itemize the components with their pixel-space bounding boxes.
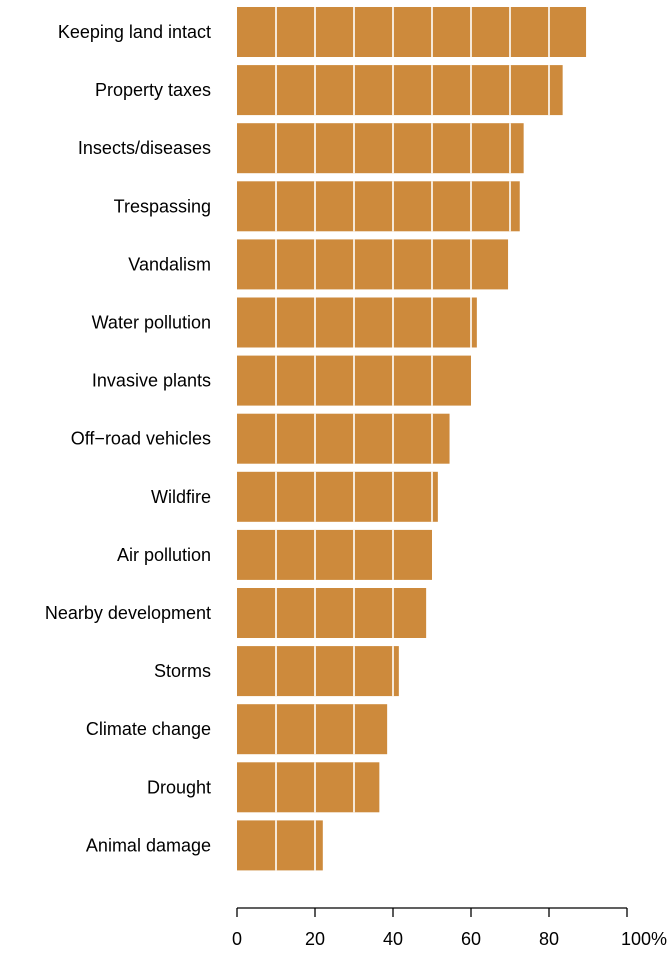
x-tick-label: 20 <box>305 929 325 949</box>
bars-group <box>237 7 587 871</box>
category-label: Nearby development <box>45 603 211 623</box>
x-tick-label: 80 <box>539 929 559 949</box>
x-tick-label: 100% <box>621 929 667 949</box>
bar-0 <box>237 7 587 57</box>
bar-11 <box>237 646 399 697</box>
category-label: Water pollution <box>92 313 211 333</box>
category-label: Insects/diseases <box>78 138 211 158</box>
gridlines-group <box>275 7 550 871</box>
category-label: Animal damage <box>86 835 211 855</box>
bar-9 <box>237 529 432 580</box>
category-label: Trespassing <box>114 196 211 216</box>
category-label: Off−road vehicles <box>71 429 211 449</box>
category-labels-group: Keeping land intact Property taxes Insects… <box>45 22 211 855</box>
bar-10 <box>237 588 427 638</box>
category-label: Vandalism <box>128 254 211 274</box>
bar-14 <box>237 820 323 871</box>
category-label: Wildfire <box>151 487 211 507</box>
bar-3 <box>237 181 520 232</box>
category-label: Air pollution <box>117 545 211 565</box>
x-tick-label: 40 <box>383 929 403 949</box>
bar-8 <box>237 471 438 522</box>
bar-1 <box>237 65 563 116</box>
bar-5 <box>237 297 477 348</box>
bar-13 <box>237 762 380 813</box>
category-label: Storms <box>154 661 211 681</box>
category-label: Drought <box>147 777 211 797</box>
bar-2 <box>237 123 524 174</box>
category-label: Invasive plants <box>92 371 211 391</box>
x-tick-label: 0 <box>232 929 242 949</box>
category-label: Property taxes <box>95 80 211 100</box>
bar-4 <box>237 239 509 290</box>
category-label: Keeping land intact <box>58 22 211 42</box>
x-axis: 0 20 40 60 80 100% <box>232 907 667 949</box>
bar-12 <box>237 704 388 755</box>
x-tick-label: 60 <box>461 929 481 949</box>
bar-7 <box>237 413 450 464</box>
category-label: Climate change <box>86 719 211 739</box>
